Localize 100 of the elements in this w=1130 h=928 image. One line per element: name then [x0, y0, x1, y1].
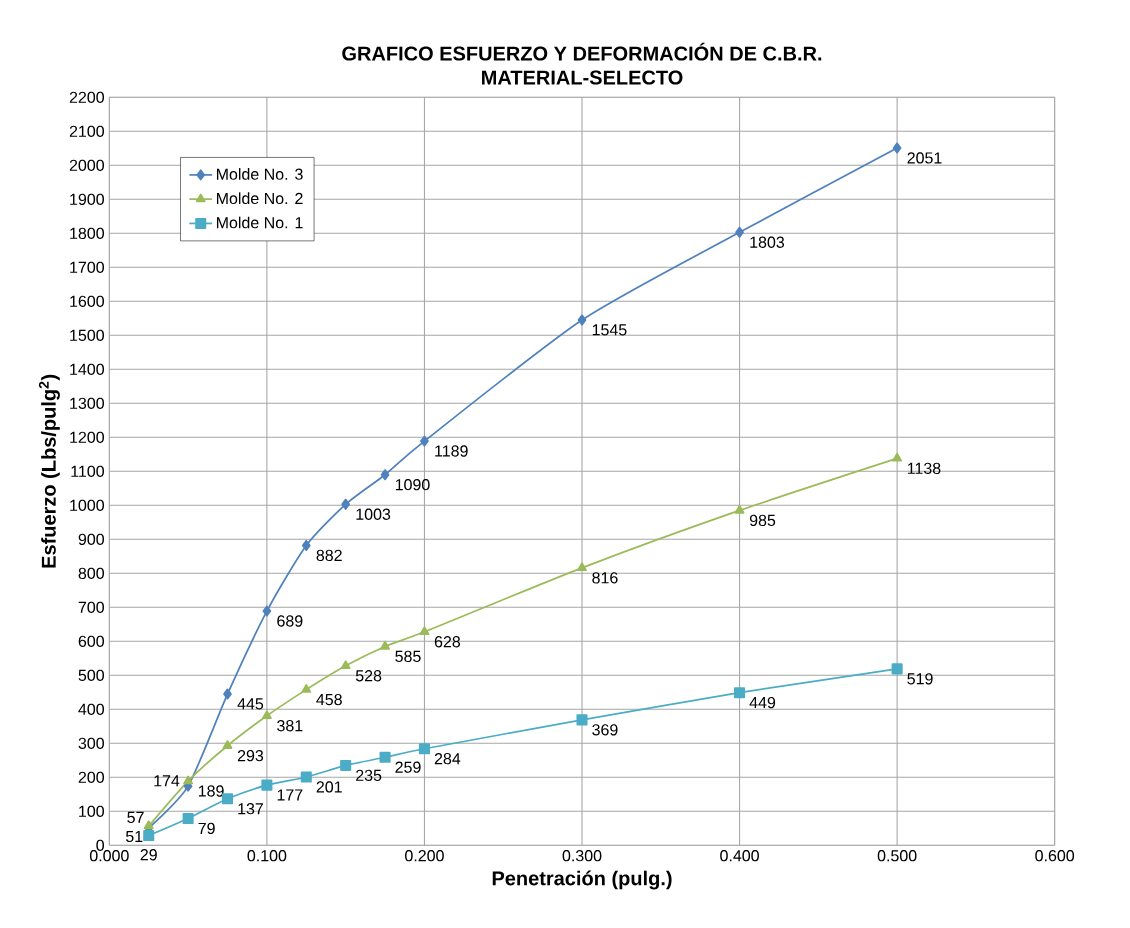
- point: [261, 779, 273, 791]
- y-tick-label: 1200: [70, 431, 104, 443]
- point: [892, 142, 902, 154]
- data-label: 284: [434, 753, 461, 765]
- y-tick-label: 1800: [70, 227, 104, 239]
- y-tick-label: 1300: [70, 397, 104, 409]
- data-label: 235: [356, 769, 382, 782]
- data-label: 1545: [592, 324, 627, 336]
- point: [223, 688, 232, 700]
- data-label: 137: [238, 803, 263, 815]
- chart-subtitle: MATERIAL-SELECTO: [482, 70, 683, 85]
- data-label: 1090: [395, 479, 430, 491]
- y-axis-title: Esfuerzo (Lbs/pulg$^{2}$): [38, 374, 60, 568]
- point: [891, 663, 903, 675]
- point: [734, 504, 745, 514]
- data-label: 381: [277, 720, 303, 732]
- y-tick-label: 2100: [69, 125, 104, 137]
- x-tick-label: 0.100: [247, 850, 287, 862]
- y-tick-label: 200: [78, 771, 104, 783]
- y-tick-label: 0: [96, 839, 105, 851]
- data-label: 1138: [907, 462, 941, 474]
- point: [577, 562, 587, 572]
- point: [340, 660, 351, 670]
- data-label: 1803: [750, 236, 785, 248]
- data-label: 528: [355, 670, 382, 682]
- data-label: 259: [395, 761, 421, 773]
- x-tick-label: 0.300: [562, 850, 602, 862]
- point: [340, 759, 352, 771]
- point: [183, 775, 194, 785]
- data-label: 1003: [356, 508, 391, 520]
- data-label: 689: [277, 615, 303, 627]
- point: [734, 687, 746, 699]
- legend-label: Molde No. 1: [216, 216, 303, 229]
- point: [379, 751, 391, 763]
- data-label: 816: [592, 572, 618, 584]
- y-tick-label: 500: [78, 669, 104, 681]
- chart-title: GRAFICO ESFUERZO Y DEFORMACIÓN DE C.B.R.: [342, 42, 822, 61]
- y-tick-label: 600: [78, 635, 104, 647]
- y-tick-label: 400: [78, 703, 104, 715]
- x-tick-label: 0.400: [720, 850, 759, 862]
- point: [418, 743, 430, 755]
- point: [420, 435, 429, 447]
- point: [735, 226, 744, 238]
- point: [380, 469, 390, 481]
- point: [261, 710, 272, 719]
- y-tick-label: 2200: [69, 91, 104, 103]
- y-tick-label: 700: [78, 601, 104, 613]
- data-label: 174: [154, 775, 180, 787]
- data-label: 79: [198, 822, 215, 835]
- point: [182, 812, 194, 825]
- y-tick-label: 1400: [70, 363, 104, 375]
- y-tick-label: 1900: [70, 193, 104, 205]
- data-label: 51: [125, 830, 143, 843]
- y-tick-label: 1000: [70, 499, 104, 511]
- point: [341, 498, 351, 510]
- point: [300, 771, 312, 783]
- data-label: 985: [749, 514, 776, 527]
- point: [301, 684, 312, 693]
- legend-label: Molde No. 2: [216, 192, 303, 205]
- x-axis-title: Penetración (pulg.): [492, 870, 672, 890]
- point: [301, 539, 311, 551]
- data-label: 628: [434, 636, 461, 648]
- y-tick-label: 300: [78, 737, 104, 749]
- point: [143, 829, 155, 842]
- x-tick-label: 0.200: [405, 850, 444, 862]
- data-label: 458: [316, 693, 342, 706]
- x-tick-label: 0.500: [877, 850, 917, 862]
- point: [892, 452, 903, 462]
- y-tick-label: 1100: [71, 465, 104, 477]
- data-label: 177: [277, 789, 303, 801]
- y-tick-label: 1500: [70, 329, 104, 341]
- y-tick-label: 100: [79, 805, 104, 817]
- data-label: 585: [395, 650, 421, 663]
- point: [262, 605, 272, 617]
- data-label: 519: [907, 673, 933, 685]
- point: [419, 626, 430, 636]
- data-label: 293: [237, 749, 264, 762]
- data-label: 882: [316, 549, 342, 562]
- point: [577, 314, 587, 326]
- legend-label: Molde No. 3: [216, 168, 303, 180]
- x-tick-label: 0.000: [89, 850, 129, 862]
- y-tick-label: 1700: [70, 261, 104, 273]
- data-label: 29: [140, 849, 157, 861]
- x-tick-label: 0.600: [1035, 850, 1075, 862]
- y-tick-label: 800: [78, 567, 104, 579]
- point: [143, 820, 154, 830]
- point: [222, 740, 233, 749]
- data-label: 1189: [435, 445, 468, 457]
- data-label: 201: [316, 781, 342, 793]
- y-tick-label: 2000: [69, 159, 104, 171]
- point: [380, 640, 390, 650]
- data-label: 57: [127, 811, 144, 824]
- data-label: 449: [749, 696, 776, 709]
- data-label: 369: [592, 724, 618, 736]
- data-label: 445: [237, 698, 264, 710]
- data-label: 2051: [907, 152, 942, 164]
- point: [576, 714, 588, 726]
- data-label: 189: [198, 785, 224, 797]
- y-tick-label: 1600: [70, 295, 104, 307]
- y-tick-label: 900: [78, 533, 104, 545]
